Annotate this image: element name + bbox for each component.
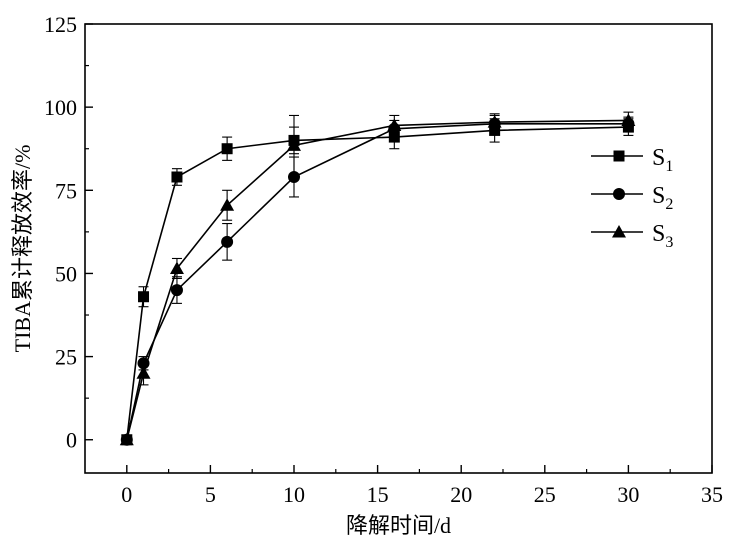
x-tick-label: 25 bbox=[534, 482, 556, 507]
data-point bbox=[136, 366, 151, 379]
x-tick-label: 30 bbox=[617, 482, 639, 507]
data-point bbox=[288, 170, 300, 183]
series-line bbox=[126, 126, 629, 440]
y-tick-label: 0 bbox=[66, 428, 77, 453]
data-point bbox=[138, 291, 150, 303]
legend-item-s3: S3 bbox=[591, 221, 673, 251]
legend: S1 S2 S3 bbox=[591, 145, 673, 251]
x-tick-label: 5 bbox=[205, 482, 216, 507]
data-point bbox=[169, 261, 184, 274]
legend-marker bbox=[612, 225, 626, 238]
y-tick-label: 75 bbox=[55, 178, 77, 203]
axes: 0 5 10 15 20 25 30 35 0 25 50 75 100 125 bbox=[44, 12, 723, 507]
x-axis-title: 降解时间/d bbox=[346, 513, 451, 538]
y-tick-label: 50 bbox=[55, 261, 77, 286]
data-point bbox=[387, 118, 402, 131]
legend-label: S1 bbox=[652, 145, 673, 175]
x-tick-label: 10 bbox=[283, 482, 305, 507]
data-point bbox=[119, 432, 134, 446]
y-tick-label: 100 bbox=[44, 95, 77, 120]
series-s3 bbox=[119, 111, 636, 446]
legend-label: S2 bbox=[652, 183, 673, 213]
legend-marker bbox=[613, 188, 625, 200]
plot-area bbox=[119, 111, 636, 446]
data-point bbox=[171, 171, 183, 183]
data-point bbox=[221, 235, 234, 248]
x-tick-label: 0 bbox=[121, 482, 132, 507]
x-tick-label: 20 bbox=[450, 482, 472, 507]
x-tick-label: 35 bbox=[701, 482, 723, 507]
legend-item-s2: S2 bbox=[591, 183, 673, 213]
y-tick-label: 25 bbox=[55, 345, 77, 370]
data-point bbox=[221, 143, 233, 155]
data-point bbox=[621, 113, 636, 126]
y-axis-title: TIBA累计释放效率/% bbox=[10, 145, 35, 353]
series-s1 bbox=[121, 118, 634, 446]
data-point bbox=[487, 115, 502, 128]
legend-marker bbox=[613, 150, 625, 162]
series-line bbox=[126, 119, 629, 440]
y-tick-label: 125 bbox=[44, 12, 77, 37]
legend-item-s1: S1 bbox=[591, 145, 673, 175]
x-tick-label: 15 bbox=[367, 482, 389, 507]
data-point bbox=[170, 284, 183, 297]
data-point bbox=[287, 138, 301, 151]
plot-frame bbox=[84, 23, 713, 474]
legend-label: S3 bbox=[652, 221, 673, 251]
data-point bbox=[220, 198, 235, 211]
series-line bbox=[126, 122, 629, 440]
